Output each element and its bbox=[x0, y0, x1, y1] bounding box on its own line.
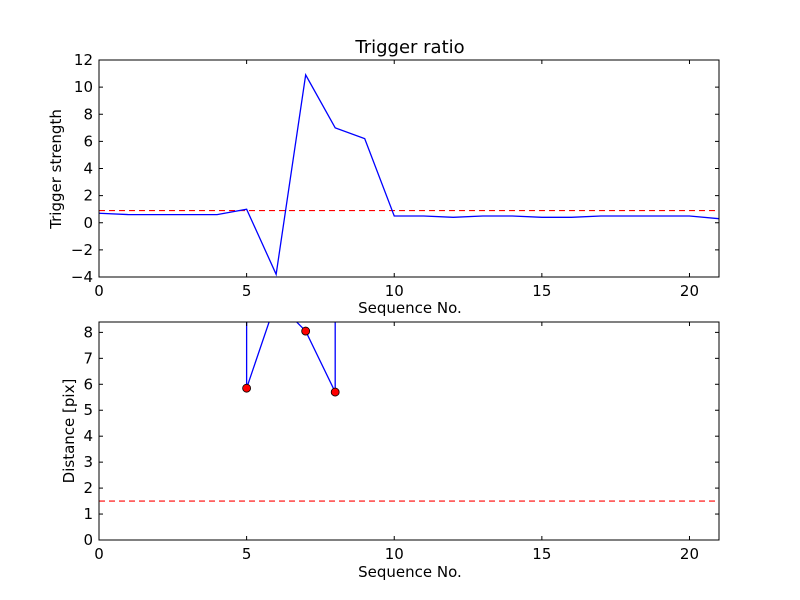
top-x-tick-label: 20 bbox=[680, 282, 699, 300]
top-y-tick-label: 12 bbox=[74, 51, 93, 69]
top-y-tick-label: 8 bbox=[83, 105, 93, 123]
top-x-tick-label: 15 bbox=[532, 282, 551, 300]
bottom-series-line bbox=[245, 322, 336, 393]
bottom-y-tick-label: 1 bbox=[83, 505, 93, 523]
top-x-axis-label: Sequence No. bbox=[358, 299, 462, 317]
bottom-y-axis-label: Distance [pix] bbox=[60, 379, 78, 484]
bottom-plot-area bbox=[99, 322, 719, 502]
bottom-y-tick-label: 4 bbox=[83, 427, 93, 445]
top-plot-area bbox=[99, 72, 719, 277]
bottom-y-tick-label: 3 bbox=[83, 453, 93, 471]
bottom-x-axis-label: Sequence No. bbox=[358, 563, 462, 581]
top-x-tick-label: 10 bbox=[385, 282, 404, 300]
bottom-data-point-marker bbox=[330, 387, 340, 397]
bottom-data-point-marker bbox=[242, 383, 252, 393]
bottom-subplot: Sequence No. Distance [pix] 0 5 10 15 20 0 1 2 3… bbox=[60, 321, 720, 581]
chart-title: Trigger ratio bbox=[354, 37, 464, 58]
bottom-y-tick-label: 7 bbox=[83, 349, 93, 367]
top-y-tick-label: −4 bbox=[71, 268, 93, 286]
bottom-data-point-marker bbox=[301, 326, 311, 336]
bottom-y-tick-label: 8 bbox=[83, 323, 93, 341]
top-y-axis-label: Trigger strength bbox=[47, 109, 65, 230]
top-y-tick-label: 0 bbox=[83, 214, 93, 232]
top-x-tick-label: 0 bbox=[94, 282, 104, 300]
top-y-tick-label: 6 bbox=[83, 132, 93, 150]
top-subplot: Trigger ratio Sequence No. Trigger stren… bbox=[47, 37, 720, 317]
top-x-tick-label: 5 bbox=[242, 282, 252, 300]
top-y-tick-label: −2 bbox=[71, 241, 93, 259]
bottom-y-tick-label: 6 bbox=[83, 375, 93, 393]
bottom-x-tick-label: 15 bbox=[532, 545, 551, 563]
bottom-x-tick-label: 5 bbox=[242, 545, 252, 563]
bottom-x-tick-label: 20 bbox=[680, 545, 699, 563]
bottom-x-tick-label: 0 bbox=[94, 545, 104, 563]
bottom-axes-frame bbox=[98, 321, 720, 541]
top-series-line bbox=[99, 72, 719, 277]
bottom-y-tick-label: 5 bbox=[83, 401, 93, 419]
top-y-tick-label: 10 bbox=[74, 78, 93, 96]
bottom-y-tick-label: 0 bbox=[83, 531, 93, 549]
bottom-y-tick-label: 2 bbox=[83, 479, 93, 497]
top-y-tick-label: 4 bbox=[83, 160, 93, 178]
top-y-tick-label: 2 bbox=[83, 187, 93, 205]
bottom-x-tick-label: 10 bbox=[385, 545, 404, 563]
